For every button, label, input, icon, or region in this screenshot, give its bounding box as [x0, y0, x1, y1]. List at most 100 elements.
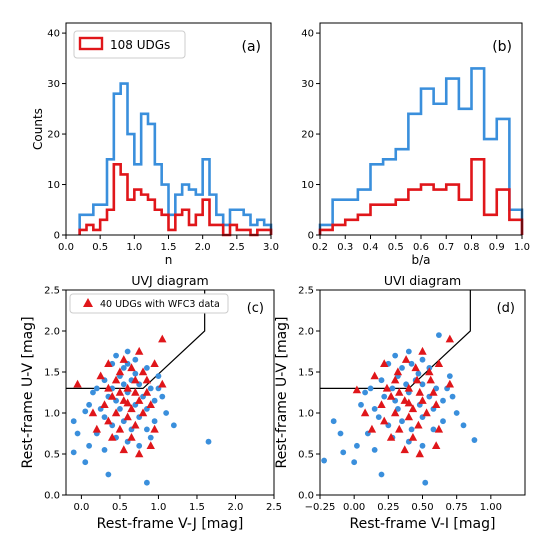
data-point-all — [337, 430, 344, 437]
y-tick-label-d: 2.5 — [298, 286, 314, 297]
legend-swatch-a — [78, 36, 104, 51]
x-tick-label-b: 0.9 — [489, 242, 505, 253]
data-point-all — [378, 377, 385, 384]
data-point-all — [358, 401, 364, 408]
data-point-all — [70, 449, 77, 456]
data-point-all — [408, 360, 415, 367]
data-point-all — [433, 385, 440, 392]
data-point-all — [446, 373, 453, 379]
data-point-udg — [390, 408, 400, 417]
data-point-udg — [386, 392, 396, 400]
data-point-all — [120, 365, 127, 371]
data-point-udg — [380, 416, 389, 425]
y-tick-label-a: 40 — [47, 29, 60, 40]
data-point-all — [163, 410, 170, 416]
y-tick-label-b: 20 — [301, 130, 314, 141]
histogram-a-series-udg — [78, 163, 273, 237]
data-point-udg — [108, 433, 117, 441]
data-point-udg — [418, 346, 427, 355]
data-point-udg — [418, 396, 427, 404]
data-point-all — [155, 373, 162, 379]
y-tick-label-c: 0.5 — [44, 450, 60, 461]
panel-label-c: (c) — [247, 301, 264, 316]
data-point-udg — [127, 404, 136, 413]
data-point-udg — [415, 449, 424, 458]
data-point-udg — [404, 398, 414, 407]
data-point-all — [440, 397, 446, 404]
data-point-all — [389, 385, 396, 392]
y-tick-label-d: 0.0 — [298, 491, 314, 502]
y-tick-label-b: 10 — [301, 180, 314, 191]
data-point-all — [132, 356, 139, 363]
y-axis-label-d: Rest-frame U-V [mag] — [274, 316, 290, 468]
data-point-all — [143, 479, 150, 486]
data-point-all — [117, 406, 123, 412]
data-point-all — [419, 381, 426, 388]
data-point-udg — [134, 346, 144, 355]
panel-label-a: (a) — [241, 39, 261, 55]
y-tick-label-a: 0 — [54, 231, 60, 242]
data-point-all — [362, 389, 368, 396]
data-point-all — [147, 434, 154, 441]
data-point-udg — [127, 433, 136, 441]
data-point-udg — [434, 424, 444, 433]
x-axis-label-c: Rest-frame V-J [mag] — [97, 516, 244, 532]
data-point-udg — [150, 359, 159, 367]
y-tick-label-b: 30 — [301, 79, 314, 90]
data-point-all — [381, 393, 388, 400]
x-tick-label-c: 2.5 — [266, 502, 282, 513]
data-point-all — [371, 447, 378, 453]
data-point-udg — [386, 433, 396, 441]
x-tick-label-b: 0.3 — [337, 242, 353, 253]
data-point-all — [419, 356, 426, 363]
x-tick-label-d: 0.75 — [446, 502, 468, 513]
data-point-udg — [134, 396, 144, 404]
data-point-udg — [123, 398, 132, 407]
data-point-udg — [411, 363, 420, 372]
data-point-udg — [158, 334, 167, 343]
data-point-udg — [445, 379, 455, 388]
data-point-all — [375, 414, 382, 420]
data-point-udg — [134, 449, 144, 458]
data-point-udg — [367, 424, 377, 433]
panel-label-b: (b) — [492, 39, 512, 55]
x-tick-label-a: 1.0 — [126, 242, 142, 253]
x-tick-label-d: 0.25 — [377, 502, 399, 513]
data-point-udg — [404, 383, 414, 392]
data-point-udg — [115, 424, 125, 433]
data-point-all — [120, 381, 127, 388]
y-tick-label-c: 2.5 — [44, 286, 60, 297]
data-point-all — [143, 426, 150, 433]
x-tick-label-c: 2.0 — [228, 502, 244, 513]
data-point-udg — [425, 367, 434, 376]
data-point-udg — [92, 424, 102, 433]
data-point-udg — [158, 379, 167, 388]
data-point-udg — [400, 445, 409, 454]
x-tick-label-a: 0.0 — [58, 242, 74, 253]
x-tick-label-a: 3.0 — [263, 242, 279, 253]
data-point-udg — [395, 424, 404, 433]
data-point-all — [399, 418, 405, 425]
data-point-udg — [108, 392, 117, 400]
chart-title-d: UVI diagram — [384, 273, 461, 288]
data-point-all — [70, 418, 77, 425]
legend-a: 108 UDGs — [73, 30, 186, 59]
legend-marker-c — [83, 298, 93, 307]
x-tick-label-b: 0.7 — [438, 242, 454, 253]
data-point-all — [408, 426, 415, 433]
x-tick-label-b: 0.2 — [312, 242, 328, 253]
data-point-all — [82, 408, 89, 415]
x-tick-label-a: 0.5 — [92, 242, 108, 253]
data-point-all — [440, 418, 446, 425]
panel-c: 0.0 0.5 1.0 1.5 2.0 2.5 0.0 0.5 1.0 1.5 2.0 2.5 Rest… — [20, 273, 282, 532]
data-point-all — [351, 459, 358, 466]
y-tick-label-b: 0 — [308, 231, 314, 242]
y-tick-label-c: 2.0 — [44, 327, 60, 338]
data-point-udg — [138, 408, 148, 417]
y-tick-label-c: 1.0 — [44, 409, 60, 420]
data-point-udg — [142, 387, 152, 396]
data-point-all — [82, 459, 89, 466]
data-point-udg — [431, 441, 441, 449]
data-point-udg — [408, 433, 418, 441]
